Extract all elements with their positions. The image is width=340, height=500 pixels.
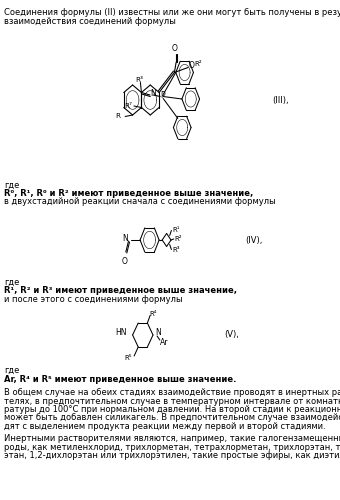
Text: в двухстадийной реакции сначала с соединениями формулы: в двухстадийной реакции сначала с соедин… [4,198,276,206]
Text: (V),: (V), [224,330,239,340]
Text: R¹: R¹ [172,227,180,233]
Text: где: где [4,278,19,286]
Text: может быть добавлен силикагель. В предпочтительном случае взаимодействие прово-: может быть добавлен силикагель. В предпо… [4,414,340,422]
Text: R⁴: R⁴ [150,311,157,317]
Text: взаимодействия соединений формулы: взаимодействия соединений формулы [4,17,176,26]
Text: Соединения формулы (II) известны или же они могут быть получены в результате: Соединения формулы (II) известны или же … [4,8,340,17]
Text: P: P [160,91,165,100]
Text: телях, в предпочтительном случае в температурном интервале от комнатной темпа-: телях, в предпочтительном случае в темпе… [4,396,340,406]
Text: R³: R³ [172,247,180,253]
Text: и после этого с соединениями формулы: и после этого с соединениями формулы [4,294,183,304]
Text: ратуры до 100°C при нормальном давлении. На второй стадии к реакционной смеси: ратуры до 100°C при нормальном давлении.… [4,405,340,414]
Text: где: где [4,366,19,375]
Text: В общем случае на обеих стадиях взаимодействие проводят в инертных раствори-: В общем случае на обеих стадиях взаимоде… [4,388,340,397]
Text: дят с выделением продукта реакции между первой и второй стадиями.: дят с выделением продукта реакции между … [4,422,326,431]
Text: роды, как метиленхлорид, трихлорметан, тетрахлорметан, трихлорэтан, тетрахлор-: роды, как метиленхлорид, трихлорметан, т… [4,442,340,452]
Text: R⁰, R¹, R⁰ и R² имеют приведенное выше значение,: R⁰, R¹, R⁰ и R² имеют приведенное выше з… [4,189,253,198]
Text: O: O [121,256,127,266]
Text: N: N [155,328,161,337]
Text: R³: R³ [135,78,143,84]
Text: R: R [115,113,120,119]
Text: Инертными растворителями являются, например, такие галогензамещенные углеводо-: Инертными растворителями являются, напри… [4,434,340,443]
Text: Ar, R⁴ и R⁵ имеют приведенное выше значение.: Ar, R⁴ и R⁵ имеют приведенное выше значе… [4,374,236,384]
Text: O: O [189,62,194,70]
Text: R⁵: R⁵ [124,355,132,361]
Text: R²: R² [174,236,182,242]
Text: R¹, R² и R³ имеют приведенное выше значение,: R¹, R² и R³ имеют приведенное выше значе… [4,286,237,295]
Text: O: O [171,44,177,53]
Text: R²: R² [194,61,202,67]
Text: (III),: (III), [272,96,289,104]
Text: (IV),: (IV), [245,236,262,244]
Text: Ar: Ar [160,338,168,347]
Text: этан, 1,2-дихлорэтан или трихлорэтилен, такие простые эфиры, как диэтиловый эфир: этан, 1,2-дихлорэтан или трихлорэтилен, … [4,451,340,460]
Text: R⁷: R⁷ [124,104,132,110]
Text: N: N [122,234,128,243]
Text: N: N [150,89,156,98]
Text: где: где [4,181,19,190]
Text: HN: HN [116,328,127,337]
